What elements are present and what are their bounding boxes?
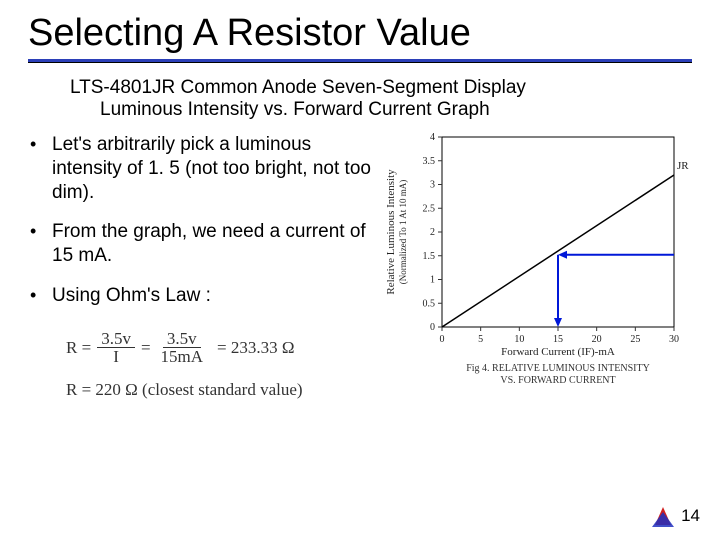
chart: 0 5 10 15 20 25 30 0 0.5 1 1.5 2 2.5 3 3.5 4 Forward Cur… xyxy=(380,129,700,389)
subtitle: LTS-4801JR Common Anode Seven-Segment Di… xyxy=(70,77,660,121)
page-number: 14 xyxy=(681,506,700,526)
bullet-text: From the graph, we need a current of 15 … xyxy=(52,220,380,268)
logo-icon xyxy=(650,504,676,530)
frac1-den: I xyxy=(109,348,123,366)
svg-text:25: 25 xyxy=(630,334,640,345)
title-underline xyxy=(28,59,692,63)
svg-text:20: 20 xyxy=(592,334,602,345)
svg-text:0: 0 xyxy=(430,322,435,333)
svg-text:(Normalized To 1 At 10 mA): (Normalized To 1 At 10 mA) xyxy=(398,180,408,284)
subtitle-line1: LTS-4801JR Common Anode Seven-Segment Di… xyxy=(70,77,526,98)
svg-text:1: 1 xyxy=(430,275,435,286)
eq-r-label: R = xyxy=(66,338,91,358)
svg-text:Forward Current (IF)-mA: Forward Current (IF)-mA xyxy=(501,346,615,358)
svg-text:5: 5 xyxy=(478,334,483,345)
svg-text:0: 0 xyxy=(440,334,445,345)
page-title: Selecting A Resistor Value xyxy=(28,12,692,55)
equation-line2: R = 220 Ω (closest standard value) xyxy=(66,380,380,400)
svg-text:Relative Luminous Intensity: Relative Luminous Intensity xyxy=(385,169,397,295)
chart-svg: 0 5 10 15 20 25 30 0 0.5 1 1.5 2 2.5 3 3.5 4 Forward Cur… xyxy=(380,129,700,389)
bullet-list: • Let's arbitrarily pick a luminous inte… xyxy=(30,129,380,400)
svg-text:3: 3 xyxy=(430,180,435,191)
frac2-den: 15mA xyxy=(157,348,208,366)
bullet-dot: • xyxy=(30,284,52,308)
fraction-1: 3.5v I xyxy=(97,330,135,367)
svg-text:15: 15 xyxy=(553,334,563,345)
frac1-num: 3.5v xyxy=(97,330,135,349)
fraction-2: 3.5v 15mA xyxy=(157,330,208,367)
svg-text:Fig 4. RELATIVE LUMINOUS I: Fig 4. RELATIVE LUMINOUS INTENSITY xyxy=(466,363,650,374)
svg-text:JR: JR xyxy=(677,160,689,172)
bullet-text: Using Ohm's Law : xyxy=(52,284,380,308)
svg-text:2.5: 2.5 xyxy=(423,203,436,214)
equations: R = 3.5v I = 3.5v 15mA = 233.33 Ω R = 22… xyxy=(30,324,380,401)
svg-text:30: 30 xyxy=(669,334,679,345)
bullet-dot: • xyxy=(30,133,52,204)
subtitle-line2: Luminous Intensity vs. Forward Current G… xyxy=(70,99,490,120)
bullet-item: • Let's arbitrarily pick a luminous inte… xyxy=(30,133,380,204)
eq-result: = 233.33 Ω xyxy=(217,338,294,358)
eq-sign: = xyxy=(141,338,151,358)
svg-text:1.5: 1.5 xyxy=(423,251,436,262)
svg-text:3.5: 3.5 xyxy=(423,156,436,167)
svg-text:2: 2 xyxy=(430,227,435,238)
svg-text:VS. FORWARD CURRENT: VS. FORWARD CURRENT xyxy=(500,375,615,386)
bullet-item: • From the graph, we need a current of 1… xyxy=(30,220,380,268)
equation-line1: R = 3.5v I = 3.5v 15mA = 233.33 Ω xyxy=(66,330,380,367)
svg-text:4: 4 xyxy=(430,132,435,143)
frac2-num: 3.5v xyxy=(163,330,201,349)
bullet-text: Let's arbitrarily pick a luminous intens… xyxy=(52,133,380,204)
bullet-dot: • xyxy=(30,220,52,268)
svg-text:10: 10 xyxy=(514,334,524,345)
svg-text:0.5: 0.5 xyxy=(423,298,436,309)
bullet-item: • Using Ohm's Law : xyxy=(30,284,380,308)
